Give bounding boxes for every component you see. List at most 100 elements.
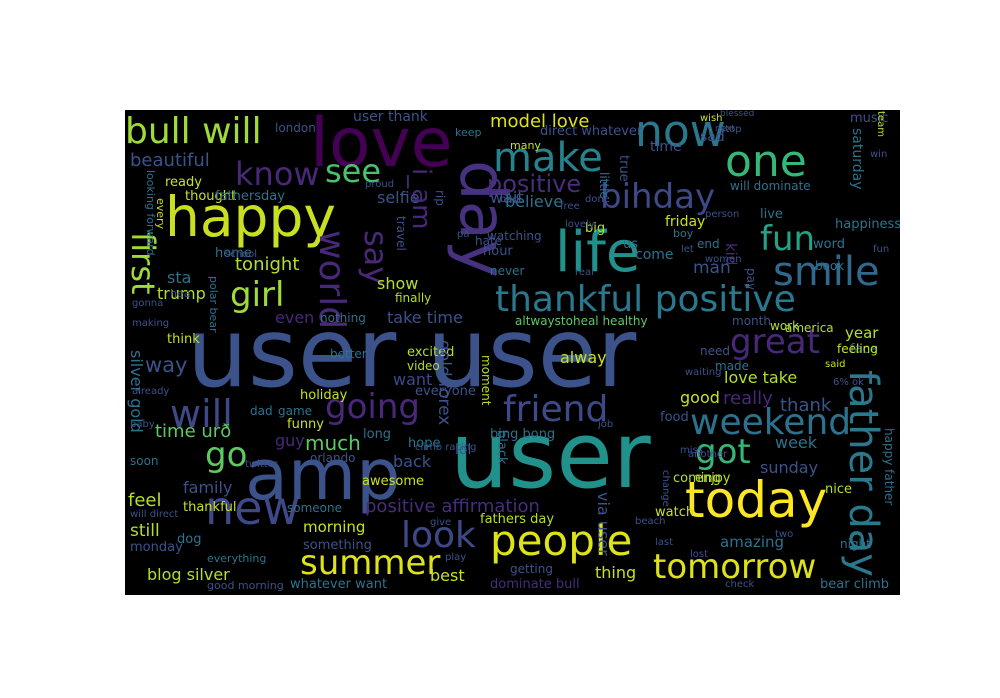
cloud-word: user (450, 402, 651, 509)
cloud-word: blog silver (147, 565, 230, 584)
cloud-word: pa (457, 229, 470, 240)
cloud-word: true (616, 155, 631, 182)
cloud-word: face (850, 342, 878, 357)
cloud-word: will (170, 392, 233, 436)
cloud-word: bear climb (820, 577, 889, 592)
cloud-word: friend (503, 389, 609, 430)
cloud-word: dominate bull (490, 577, 580, 592)
cloud-word: next (715, 124, 735, 134)
cloud-word: hope (408, 436, 441, 451)
cloud-word: world (311, 230, 352, 330)
cloud-word: 6% ok (833, 377, 864, 388)
cloud-word: big (585, 221, 606, 236)
cloud-word: thing (595, 563, 637, 582)
cloud-word: tomorrow (653, 547, 817, 587)
cloud-word: getting (510, 562, 553, 576)
cloud-word: user user (187, 297, 637, 409)
cloud-word: via user (594, 492, 613, 556)
cloud-word: summer (300, 543, 441, 583)
cloud-word: love take (724, 368, 798, 387)
cloud-word: father day (840, 370, 886, 577)
cloud-word: polar bear (207, 276, 220, 333)
cloud-word: girl (230, 275, 285, 315)
cloud-word: even (275, 308, 315, 327)
cloud-word: go (205, 435, 248, 475)
cloud-word: music (850, 111, 889, 126)
cloud-word: keep (455, 126, 482, 139)
cloud-word: love (310, 110, 453, 183)
cloud-word: many (510, 139, 541, 152)
cloud-word: wish (700, 113, 723, 124)
cloud-word: good morning (207, 579, 284, 592)
cloud-word: direct whatever (540, 124, 643, 139)
cloud-word: hour (483, 244, 513, 259)
cloud-word: moment (479, 355, 493, 406)
cloud-word: want (393, 370, 433, 389)
cloud-word: give (430, 517, 452, 528)
cloud-word: bing bong (490, 427, 556, 442)
cloud-word: never (490, 264, 525, 278)
cloud-word: now (635, 110, 726, 157)
cloud-word: awesome (362, 474, 424, 489)
cloud-word: baby (130, 419, 155, 430)
cloud-word: done (585, 194, 610, 205)
cloud-word: positive affirmation (365, 496, 540, 517)
cloud-word: night (840, 537, 871, 551)
cloud-word: let (681, 244, 694, 255)
cloud-word: travel (394, 216, 408, 251)
cloud-word: better (330, 347, 367, 361)
cloud-word: excited (407, 345, 455, 360)
cloud-word: check (725, 579, 755, 590)
cloud-word: make (493, 135, 603, 181)
cloud-word: beautiful (130, 150, 210, 171)
cloud-word: black (494, 430, 509, 465)
cloud-word: end (697, 237, 720, 251)
cloud-word: will dominate (730, 179, 811, 193)
cloud-word: positive (487, 170, 582, 198)
cloud-word: lost (690, 549, 709, 560)
cloud-word: last (655, 537, 674, 548)
cloud-word: going (325, 387, 420, 427)
cloud-word: food (660, 410, 689, 425)
cloud-word: know (235, 155, 320, 193)
cloud-word: said (825, 359, 846, 370)
cloud-word: guy (275, 431, 305, 450)
cloud-word: looking forward (144, 170, 157, 256)
cloud-word: game (278, 404, 313, 418)
cloud-word: happy father (882, 428, 896, 506)
cloud-word: back (393, 452, 432, 471)
cloud-word: everything (207, 552, 267, 565)
cloud-word: much (305, 431, 361, 455)
cloud-word: thought (185, 189, 237, 204)
cloud-word: sta (167, 268, 192, 287)
cloud-word: long (363, 427, 392, 442)
cloud-word: man (693, 258, 731, 278)
cloud-word: life (555, 220, 641, 285)
cloud-word: climb racing (415, 442, 477, 453)
cloud-word: live (760, 207, 783, 222)
cloud-word: feel (128, 490, 162, 511)
cloud-word: friday (665, 214, 706, 230)
cloud-word: ready (165, 175, 202, 190)
cloud-word: fathers day (480, 512, 555, 527)
cloud-word: win (870, 149, 888, 160)
cloud-word: saturday (849, 128, 865, 190)
cloud-word: tonight (235, 254, 300, 275)
cloud-word: little (597, 172, 611, 199)
cloud-word: think (167, 332, 200, 347)
cloud-word: got (695, 432, 751, 472)
cloud-word: week (775, 433, 818, 452)
cloud-word: hea (170, 287, 191, 300)
cloud-word: real (575, 267, 594, 278)
cloud-word: made (715, 359, 750, 373)
cloud-word: monday (130, 540, 183, 555)
cloud-word: time (650, 139, 682, 155)
cloud-word: lovely (565, 219, 595, 230)
cloud-word: year (845, 324, 879, 342)
cloud-word: really (723, 388, 773, 409)
cloud-word: still (130, 521, 160, 541)
cloud-word: best (430, 566, 465, 585)
cloud-word: school (225, 249, 258, 260)
cloud-word: lol (455, 442, 472, 458)
cloud-word: feeling (837, 342, 878, 356)
